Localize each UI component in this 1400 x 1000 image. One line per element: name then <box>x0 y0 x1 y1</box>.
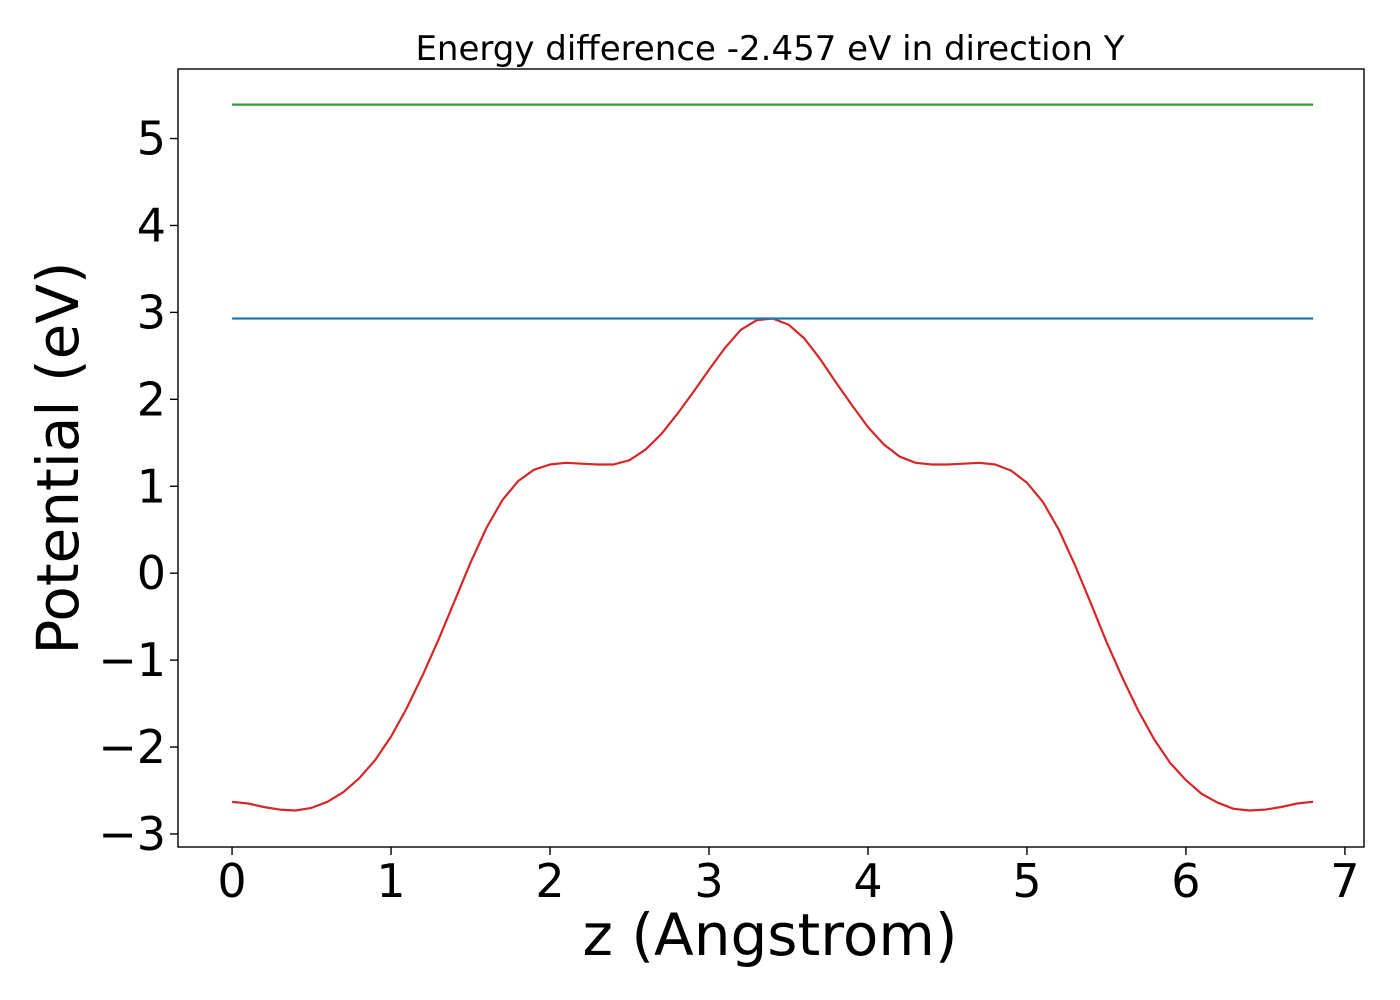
y-tick-label: 5 <box>137 112 166 166</box>
y-tick-label: −1 <box>98 633 166 687</box>
x-tick-label: 5 <box>1012 854 1041 908</box>
y-tick-label: 0 <box>137 546 166 600</box>
x-tick-label: 6 <box>1171 854 1200 908</box>
chart-title: Energy difference -2.457 eV in direction… <box>415 29 1124 69</box>
x-axis-ticks: 0 1 2 3 4 5 6 7 <box>217 847 1360 908</box>
y-tick-label: 3 <box>137 285 166 339</box>
x-tick-label: 2 <box>535 854 564 908</box>
series-layer <box>231 103 1314 812</box>
y-tick-label: −2 <box>98 720 166 774</box>
x-tick-label: 3 <box>694 854 723 908</box>
y-tick-label: 2 <box>137 372 166 426</box>
y-tick-label: −3 <box>98 807 166 861</box>
y-tick-label: 4 <box>137 198 166 252</box>
x-tick-label: 0 <box>217 854 246 908</box>
x-tick-label: 4 <box>853 854 882 908</box>
series-line-0 <box>231 317 1314 812</box>
y-axis-label: Potential (eV) <box>24 261 92 654</box>
x-tick-label: 1 <box>376 854 405 908</box>
plot-frame <box>177 68 1365 848</box>
x-axis-label: z (Angstrom) <box>583 901 958 969</box>
y-tick-label: 1 <box>137 459 166 513</box>
x-tick-label: 7 <box>1330 854 1359 908</box>
y-axis-ticks: −3 −2 −1 0 1 2 3 4 5 <box>98 112 178 861</box>
